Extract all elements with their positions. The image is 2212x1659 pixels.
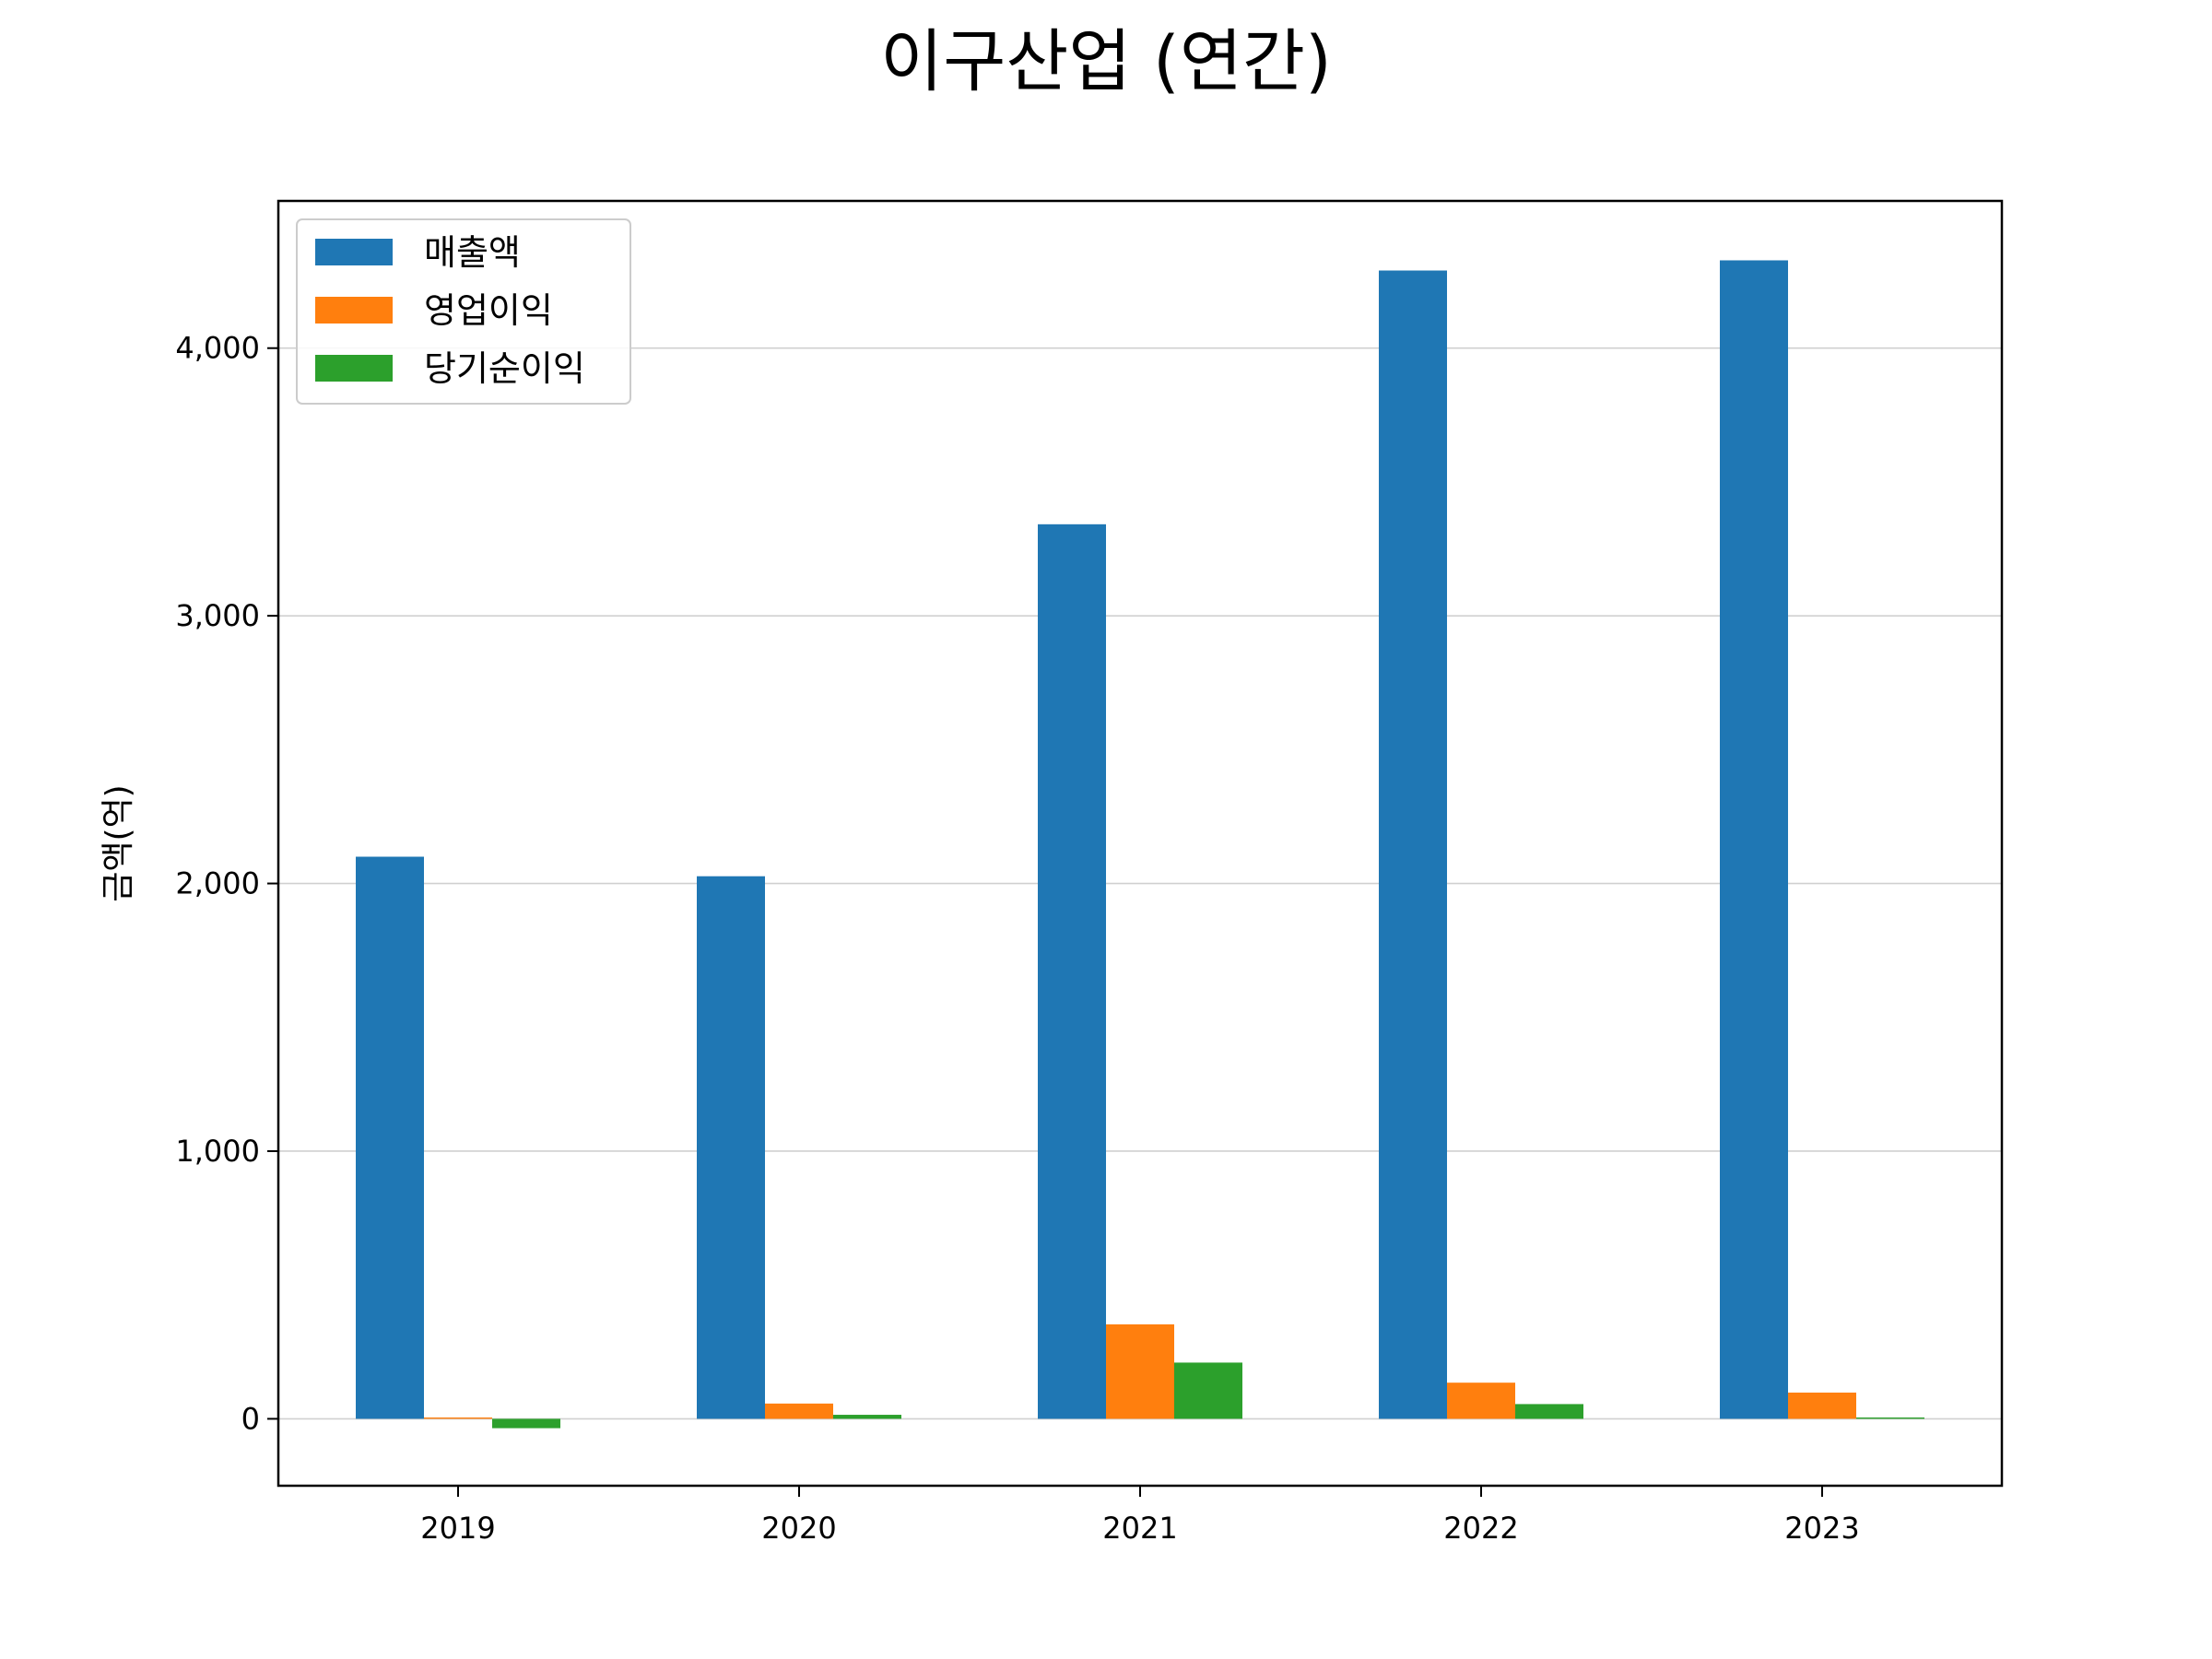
y-tick-label: 4,000 [175, 331, 260, 366]
legend-swatch-영업이익 [315, 297, 393, 324]
y-tick-label: 3,000 [175, 598, 260, 633]
legend-label: 영업이익 [424, 290, 553, 331]
y-tick-label: 1,000 [175, 1134, 260, 1169]
x-axis: 2019 2020 2021 2022 2023 [420, 1486, 1860, 1546]
x-tick-label: 2020 [761, 1511, 836, 1546]
bar-매출액-2019 [356, 856, 424, 1419]
y-tick-label: 0 [241, 1401, 260, 1436]
y-tick-label: 2,000 [175, 866, 260, 901]
bar-영업이익-2023 [1788, 1392, 1856, 1419]
bar-매출액-2020 [697, 876, 765, 1419]
chart-title: 이구산업 (연간) [880, 22, 1332, 101]
x-tick-label: 2023 [1784, 1511, 1859, 1546]
bar-영업이익-2021 [1106, 1324, 1174, 1419]
x-tick-label: 2019 [420, 1511, 495, 1546]
y-axis-label: 금액(억) [100, 784, 137, 901]
bar-매출액-2021 [1038, 524, 1106, 1419]
legend-swatch-당기순이익 [315, 355, 393, 382]
bar-영업이익-2022 [1447, 1382, 1515, 1419]
legend-label: 매출액 [424, 232, 521, 273]
bar-영업이익-2020 [765, 1403, 833, 1419]
y-axis: 0 1,000 2,000 3,000 4,000 [175, 331, 278, 1436]
bar-당기순이익-2020 [833, 1415, 901, 1419]
bar-당기순이익-2021 [1174, 1362, 1242, 1419]
bar-매출액-2023 [1720, 260, 1788, 1419]
bar-매출액-2022 [1379, 270, 1447, 1419]
bars [356, 260, 1924, 1429]
x-tick-label: 2022 [1443, 1511, 1518, 1546]
bar-당기순이익-2022 [1515, 1404, 1583, 1419]
legend-label: 당기순이익 [424, 348, 585, 389]
legend-swatch-매출액 [315, 239, 393, 265]
bar-당기순이익-2019 [492, 1418, 560, 1429]
x-tick-label: 2021 [1102, 1511, 1177, 1546]
